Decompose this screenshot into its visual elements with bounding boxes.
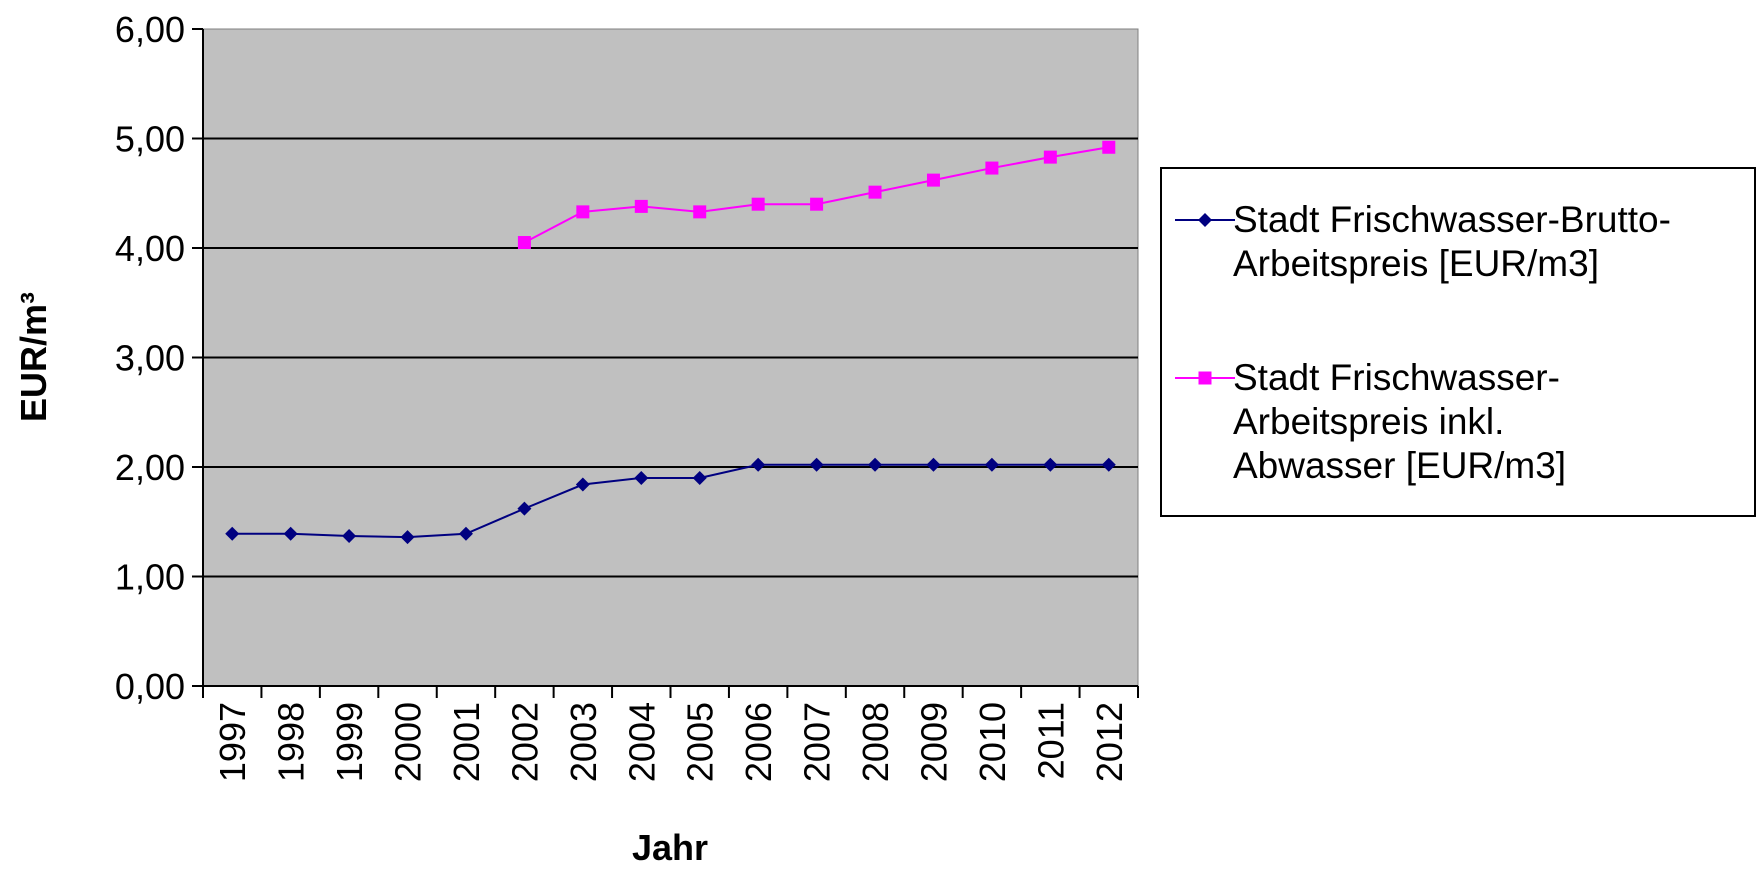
legend-label-line: Arbeitspreis [EUR/m3]: [1233, 243, 1599, 284]
x-tick-label: 2012: [1089, 702, 1130, 782]
x-tick-label: 1998: [271, 702, 312, 782]
x-tick-label: 2000: [388, 702, 429, 782]
x-tick-labels: 1997 1998 1999 2000 2001 2002 2003 2004 2005 2006…: [212, 702, 1130, 782]
data-point: [283, 526, 298, 541]
data-point: [634, 470, 649, 485]
x-tick-label: 1999: [329, 702, 370, 782]
data-point: [751, 457, 766, 472]
data-point: [868, 185, 882, 199]
y-tick-label: 5,00: [115, 119, 185, 160]
data-point: [1101, 457, 1116, 472]
data-point: [751, 197, 765, 211]
data-point: [517, 236, 531, 250]
data-point: [458, 526, 473, 541]
y-tick-label: 0,00: [115, 666, 185, 707]
x-tick-label: 2008: [855, 702, 896, 782]
x-tick-label: 1997: [212, 702, 253, 782]
legend-swatch-marker: [1198, 213, 1212, 227]
y-tick-label: 1,00: [115, 557, 185, 598]
y-tick-label: 3,00: [115, 338, 185, 379]
axes: [192, 28, 1139, 698]
x-tick-label: 2010: [972, 702, 1013, 782]
data-point: [1043, 150, 1057, 164]
y-axis-title: EUR/m³: [13, 292, 54, 422]
x-tick-label: 2011: [1030, 702, 1071, 779]
data-point: [926, 457, 941, 472]
legend-label-line: Arbeitspreis inkl.: [1233, 401, 1504, 442]
y-tick-label: 4,00: [115, 228, 185, 269]
data-point: [1043, 457, 1058, 472]
legend-label-line: Stadt Frischwasser-: [1233, 357, 1560, 398]
legend-swatch-marker: [1198, 371, 1212, 385]
legend: Stadt Frischwasser-Brutto-Arbeitspreis […: [1160, 167, 1756, 517]
data-point: [810, 197, 824, 211]
series-1: [225, 457, 1116, 545]
legend-item-1: Stadt Frischwasser-Brutto-Arbeitspreis […: [1175, 199, 1671, 284]
series: [225, 140, 1116, 545]
y-tick-labels: 0,00 1,00 2,00 3,00 4,00 5,00 6,00: [115, 9, 185, 707]
data-point: [576, 205, 590, 219]
series-line: [232, 463, 1109, 539]
x-tick-label: 2004: [621, 702, 662, 782]
x-tick-label: 2006: [738, 702, 779, 782]
x-tick-label: 2009: [913, 702, 954, 782]
legend-item-2: Stadt Frischwasser-Arbeitspreis inkl. Abw…: [1175, 357, 1566, 486]
series-2: [517, 140, 1116, 250]
x-tick-label: 2002: [504, 702, 545, 782]
x-tick-label: 2003: [563, 702, 604, 782]
data-point: [692, 470, 707, 485]
data-point: [926, 173, 940, 187]
data-point: [634, 199, 648, 213]
data-point: [517, 501, 532, 516]
data-point: [984, 457, 999, 472]
x-tick-label: 2007: [797, 702, 838, 782]
x-tick-label: 2005: [680, 702, 721, 782]
y-tick-label: 2,00: [115, 447, 185, 488]
x-tick-label: 2001: [446, 702, 487, 782]
legend-label: Stadt Frischwasser-Brutto-Arbeitspreis […: [1233, 199, 1671, 284]
data-point: [868, 457, 883, 472]
data-point: [400, 530, 415, 545]
data-point: [342, 528, 357, 543]
data-point: [693, 205, 707, 219]
legend-label-line: Abwasser [EUR/m3]: [1233, 445, 1566, 486]
data-point: [1102, 140, 1116, 154]
grid-lines: [203, 137, 1138, 578]
data-point: [985, 161, 999, 175]
legend-label: Stadt Frischwasser-Arbeitspreis inkl. Abw…: [1233, 357, 1566, 486]
data-point: [575, 477, 590, 492]
legend-label-line: Stadt Frischwasser-Brutto-: [1233, 199, 1671, 240]
legend-box: [1160, 167, 1756, 517]
data-point: [809, 457, 824, 472]
x-axis-title: Jahr: [632, 827, 708, 868]
y-tick-label: 6,00: [115, 9, 185, 50]
data-point: [225, 526, 240, 541]
